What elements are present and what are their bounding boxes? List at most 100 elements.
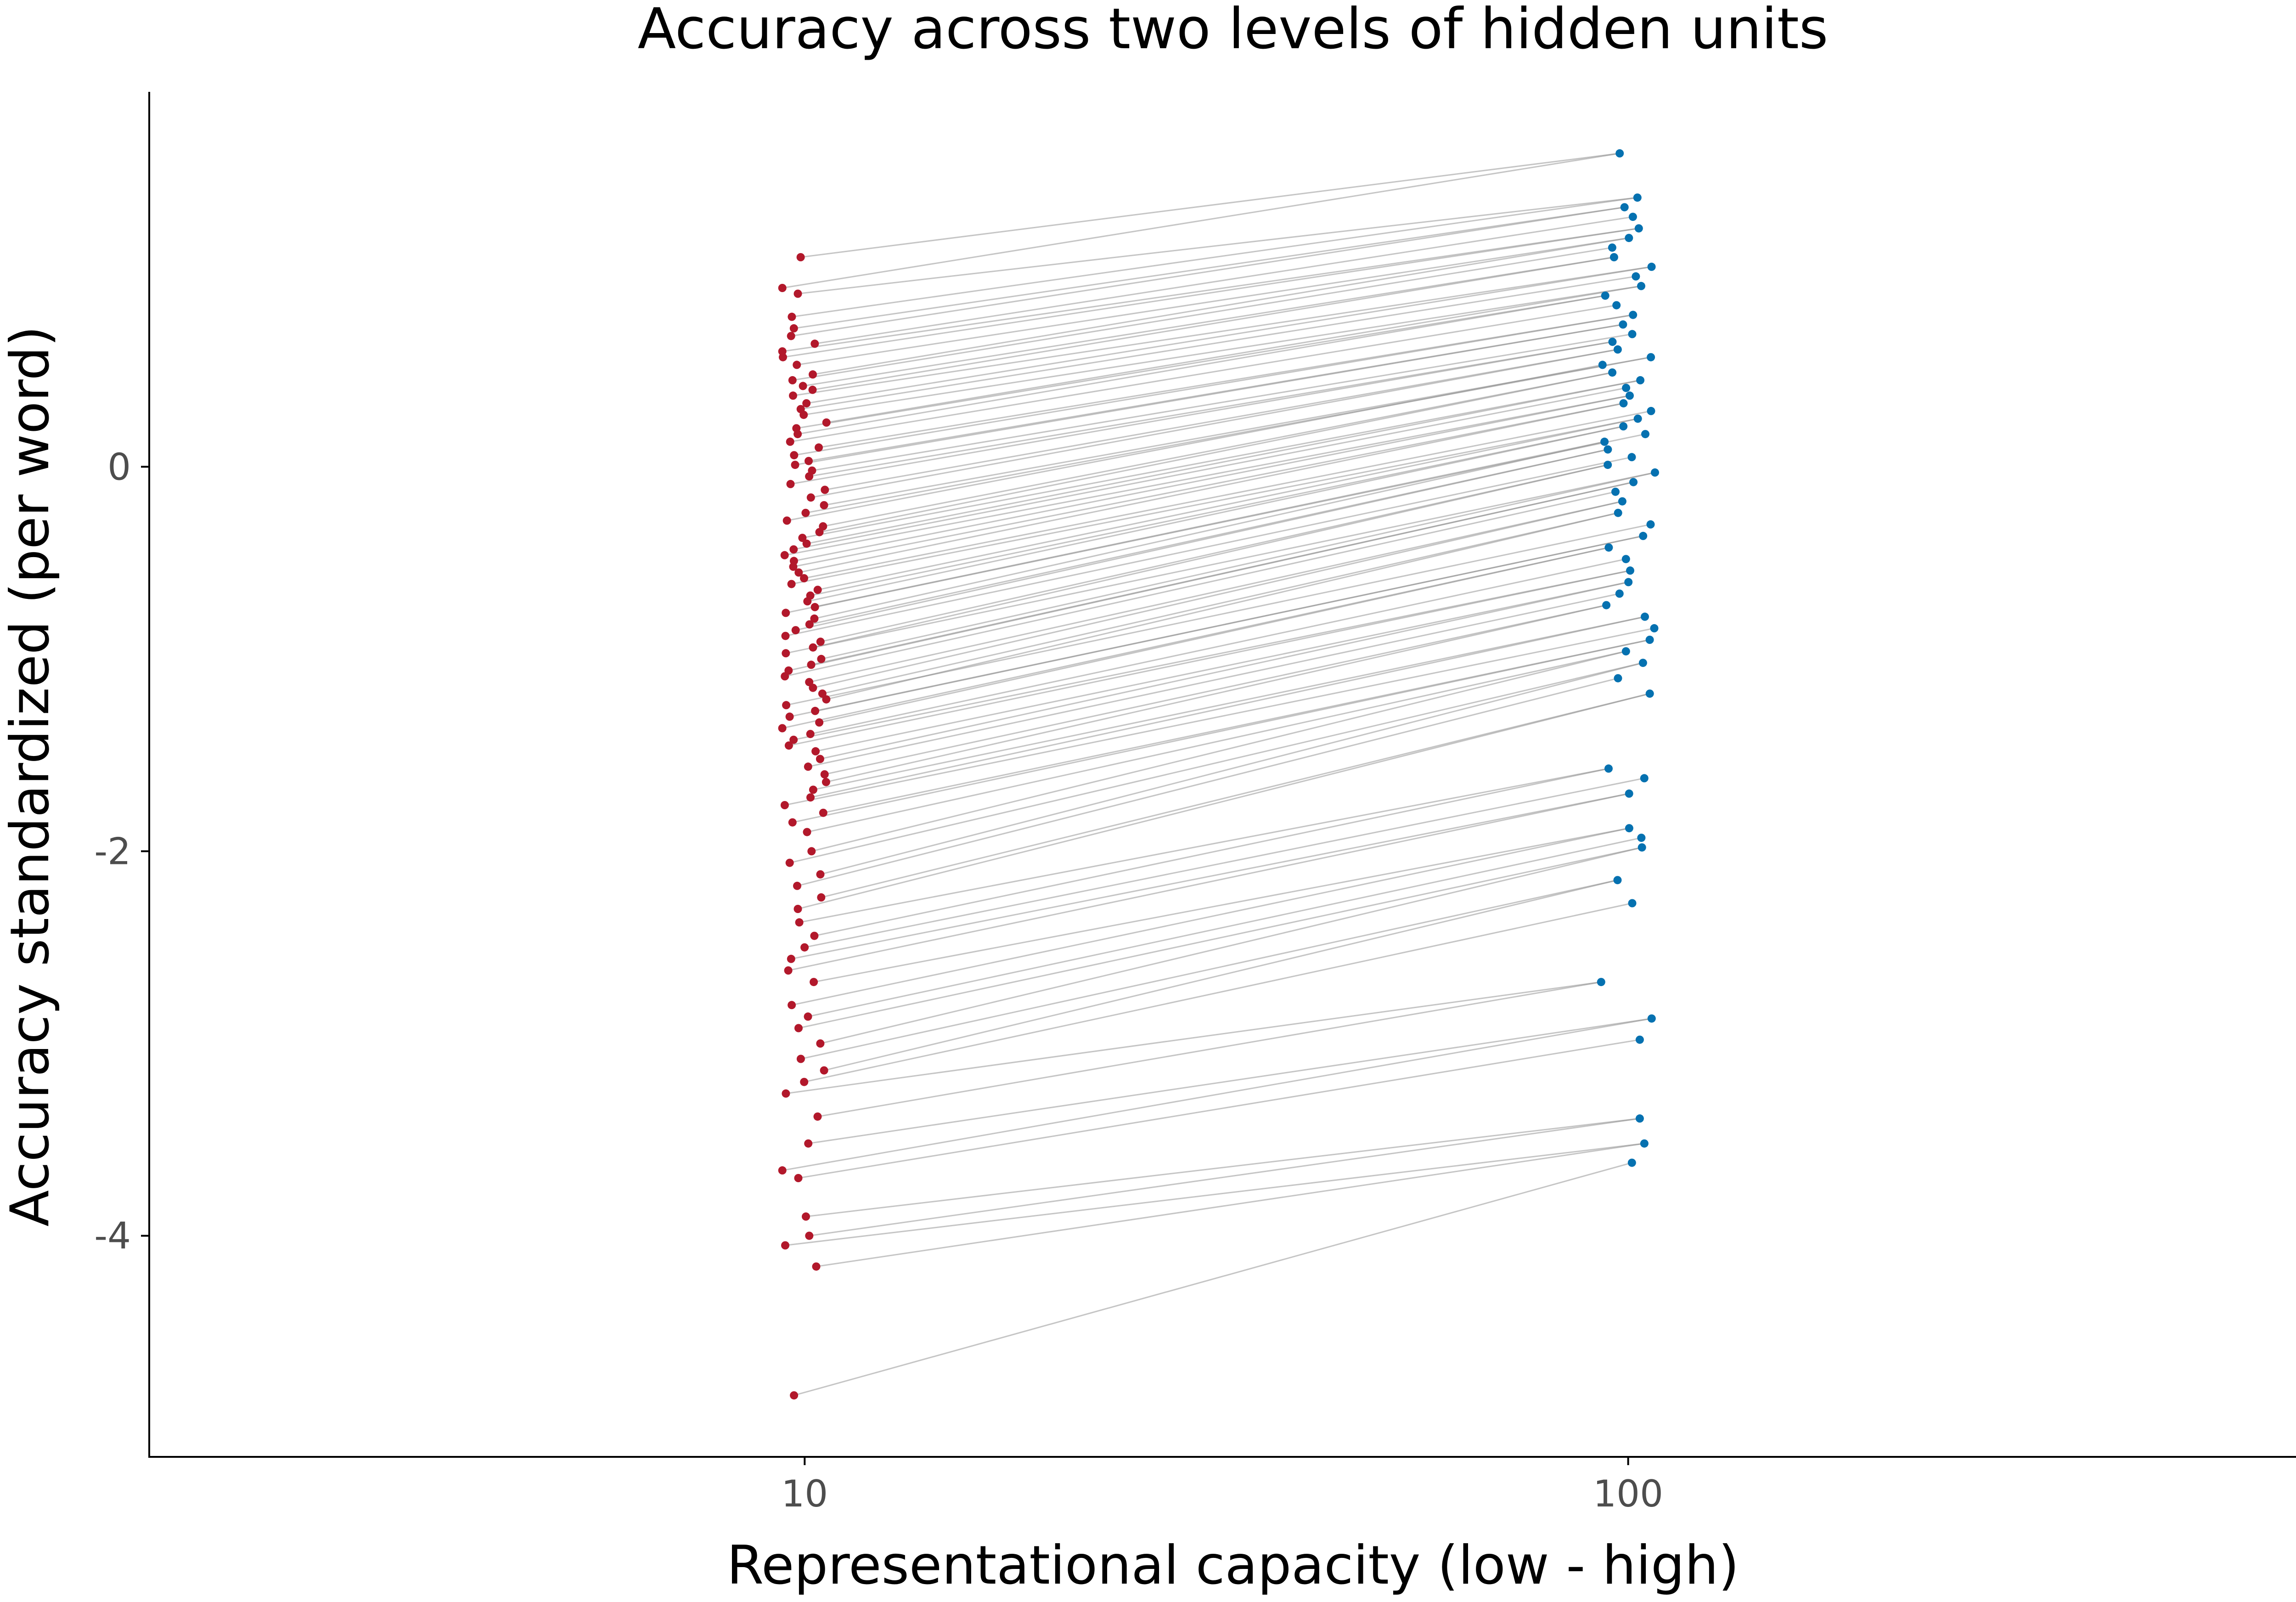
pair-line	[785, 472, 1655, 654]
pair-line	[814, 767, 1609, 937]
point-low-capacity	[778, 724, 787, 733]
point-high-capacity	[1625, 789, 1633, 798]
point-low-capacity	[815, 528, 824, 536]
pair-line	[815, 216, 1633, 344]
pair-line	[807, 425, 1624, 602]
pair-line	[819, 372, 1613, 533]
point-high-capacity	[1601, 291, 1609, 300]
pair-line	[820, 662, 1643, 875]
point-high-capacity	[1638, 659, 1647, 667]
pair-line	[788, 481, 1634, 671]
pair-line	[791, 793, 1629, 960]
point-low-capacity	[810, 614, 819, 623]
point-low-capacity	[778, 284, 787, 292]
y-axis-title: Accuracy standardized (per word)	[0, 326, 61, 1226]
pair-line	[782, 1018, 1652, 1171]
point-low-capacity	[799, 411, 808, 419]
point-high-capacity	[1628, 899, 1637, 908]
pair-line	[793, 266, 1652, 396]
pair-line	[806, 266, 1652, 404]
pair-line	[826, 285, 1642, 423]
point-low-capacity	[780, 801, 789, 809]
point-low-capacity	[810, 978, 818, 987]
point-low-capacity	[800, 943, 809, 952]
point-low-capacity	[789, 562, 798, 571]
point-low-capacity	[793, 881, 801, 890]
point-low-capacity	[822, 418, 831, 427]
pair-line	[786, 981, 1602, 1094]
pair-line	[812, 333, 1632, 472]
pair-line	[794, 314, 1633, 456]
pair-lines	[782, 152, 1655, 1396]
point-high-capacity	[1611, 487, 1620, 496]
point-low-capacity	[821, 485, 829, 494]
point-low-capacity	[805, 1231, 814, 1240]
point-high-capacity	[1641, 612, 1649, 621]
point-high-capacity	[1627, 453, 1636, 462]
point-high-capacity	[1619, 422, 1628, 431]
pair-line	[807, 650, 1626, 833]
point-low-capacity	[789, 545, 798, 554]
point-high-capacity	[1647, 1014, 1656, 1023]
pair-line	[826, 604, 1607, 783]
point-low-capacity	[820, 1066, 828, 1075]
point-high-capacity	[1626, 391, 1634, 400]
pair-line	[793, 402, 1624, 568]
x-tick-label: 10	[781, 1472, 828, 1515]
pair-line	[795, 324, 1623, 466]
pair-line	[806, 379, 1641, 545]
point-low-capacity	[793, 430, 802, 439]
y-tick-label: -4	[94, 1215, 131, 1258]
y-axis-ticks: -4 -2 0	[94, 446, 149, 1258]
point-low-capacity	[813, 586, 822, 594]
point-low-capacity	[805, 620, 814, 629]
pair-line	[821, 693, 1650, 898]
point-low-capacity	[800, 574, 808, 582]
point-low-capacity	[788, 376, 797, 384]
point-high-capacity	[1608, 243, 1616, 252]
point-low-capacity	[782, 516, 791, 525]
point-low-capacity	[806, 493, 815, 502]
point-low-capacity	[806, 730, 815, 739]
pair-line	[823, 372, 1613, 527]
point-high-capacity	[1604, 461, 1612, 469]
pair-line	[813, 827, 1630, 983]
point-low-capacity	[784, 966, 793, 975]
pair-line	[786, 524, 1651, 706]
point-low-capacity	[781, 1241, 789, 1250]
pair-line	[787, 364, 1603, 521]
pair-line	[804, 777, 1645, 948]
point-low-capacity	[805, 457, 813, 465]
point-low-capacity	[822, 778, 830, 786]
pair-line	[815, 581, 1629, 752]
pair-line	[792, 247, 1613, 381]
pair-line	[812, 256, 1615, 391]
point-low-capacity	[804, 1139, 813, 1148]
point-high-capacity	[1650, 624, 1659, 632]
point-high-capacity	[1626, 566, 1634, 575]
point-low-capacity	[802, 539, 811, 548]
point-high-capacity	[1645, 636, 1654, 644]
pair-line	[798, 402, 1624, 573]
point-low-capacity	[809, 370, 817, 379]
pair-line	[812, 237, 1629, 375]
pair-line	[785, 1143, 1645, 1246]
pair-line	[793, 206, 1625, 329]
pair-line	[782, 227, 1639, 358]
point-high-capacity	[1646, 520, 1655, 529]
point-high-capacity	[1604, 445, 1612, 454]
pair-line	[788, 793, 1630, 971]
point-low-capacity	[803, 597, 812, 606]
pair-line	[782, 152, 1620, 289]
point-high-capacity	[1613, 876, 1622, 885]
pair-line	[796, 237, 1629, 366]
point-low-capacity	[784, 741, 793, 750]
point-high-capacity	[1645, 689, 1654, 698]
pair-line	[800, 276, 1636, 410]
point-low-capacity	[810, 931, 819, 940]
point-low-capacity	[807, 847, 816, 856]
pair-line	[811, 650, 1626, 852]
point-high-capacity	[1634, 224, 1643, 233]
pair-line	[813, 501, 1623, 689]
point-low-capacity	[809, 643, 817, 652]
